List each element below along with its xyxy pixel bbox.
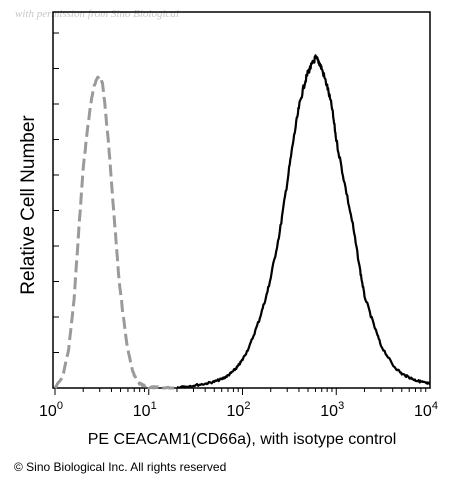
x-tick-label: 102 bbox=[227, 400, 251, 420]
plot-frame bbox=[52, 11, 431, 389]
x-tick-label: 101 bbox=[133, 400, 157, 420]
x-axis-label: PE CEACAM1(CD66a), with isotype control bbox=[88, 431, 397, 448]
x-tick-label: 103 bbox=[320, 400, 344, 420]
x-tick-label: 104 bbox=[414, 400, 438, 420]
series-layer bbox=[53, 54, 431, 390]
y-axis-label: Relative Cell Number bbox=[18, 115, 39, 295]
y-axis-ticks bbox=[53, 32, 59, 389]
watermark-text: with permission from Sino Biological bbox=[15, 8, 179, 20]
x-tick-label: 100 bbox=[39, 400, 63, 420]
x-axis-ticks: 100 101 102 103 104 bbox=[39, 388, 438, 420]
flow-cytometry-histogram: 100 101 102 103 104 PE CEACAM1(CD66a), with … bbox=[18, 11, 438, 448]
isotype-control-curve bbox=[53, 74, 177, 390]
ceacam1-curve bbox=[176, 54, 431, 389]
copyright-text: © Sino Biological Inc. All rights reserv… bbox=[14, 460, 227, 474]
